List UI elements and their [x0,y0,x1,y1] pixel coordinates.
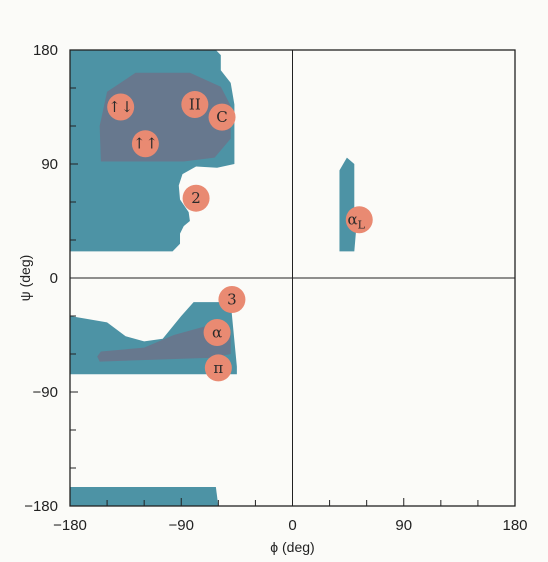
label-text: α [212,323,222,341]
y-tick-label: 90 [41,156,58,173]
y-tick-label: −90 [33,384,58,401]
label-text: 2 [191,189,201,207]
label-3-10-helix: 3 [218,286,246,314]
tick-marks [69,49,516,507]
tick-labels: −180 −90 0 90 180 180 90 0 −90 −180 [24,42,527,534]
y-axis-title: ψ (deg) [17,255,33,302]
label-badge [204,354,232,382]
label-text: π [213,359,223,377]
label-subscript: L [358,219,366,232]
label-text: C [216,108,227,126]
label-badge [218,286,246,314]
label-left-helix: αL [345,206,373,234]
x-tick-label: 90 [395,517,412,534]
favored-region-2 [97,324,231,362]
label-text: 3 [227,291,237,309]
x-tick-label: 0 [288,517,296,534]
label-text: II [189,95,201,113]
y-tick-label: 180 [33,42,58,59]
y-tick-label: 0 [50,270,58,287]
y-tick-label: −180 [24,498,58,515]
label-badge [181,90,209,118]
label-badge [345,206,373,234]
label-badge [208,103,236,131]
label-badge [107,93,135,121]
x-tick-label: −180 [53,517,87,534]
label-collagen: C [208,103,236,131]
label-text: ↑↓ [108,98,133,116]
x-tick-label: 180 [502,517,527,534]
allowed-region-4 [339,157,357,252]
label-text: ↑↑ [133,135,158,153]
label-alpha-helix: α [203,318,231,346]
structure-labels: ↑↓ II C ↑↑ 2 αL 3απ [107,90,373,382]
label-badge [182,184,210,212]
label-2-7-ribbon: 2 [182,184,210,212]
label-badge [131,130,159,158]
label-parallel: ↑↑ [131,130,159,158]
x-axis-title: ϕ (deg) [270,539,314,555]
x-tick-label: −90 [169,517,194,534]
label-pi-helix: π [204,354,232,382]
label-antiparallel: ↑↓ [107,93,135,121]
label-badge [203,318,231,346]
label-polyproline: II [181,90,209,118]
